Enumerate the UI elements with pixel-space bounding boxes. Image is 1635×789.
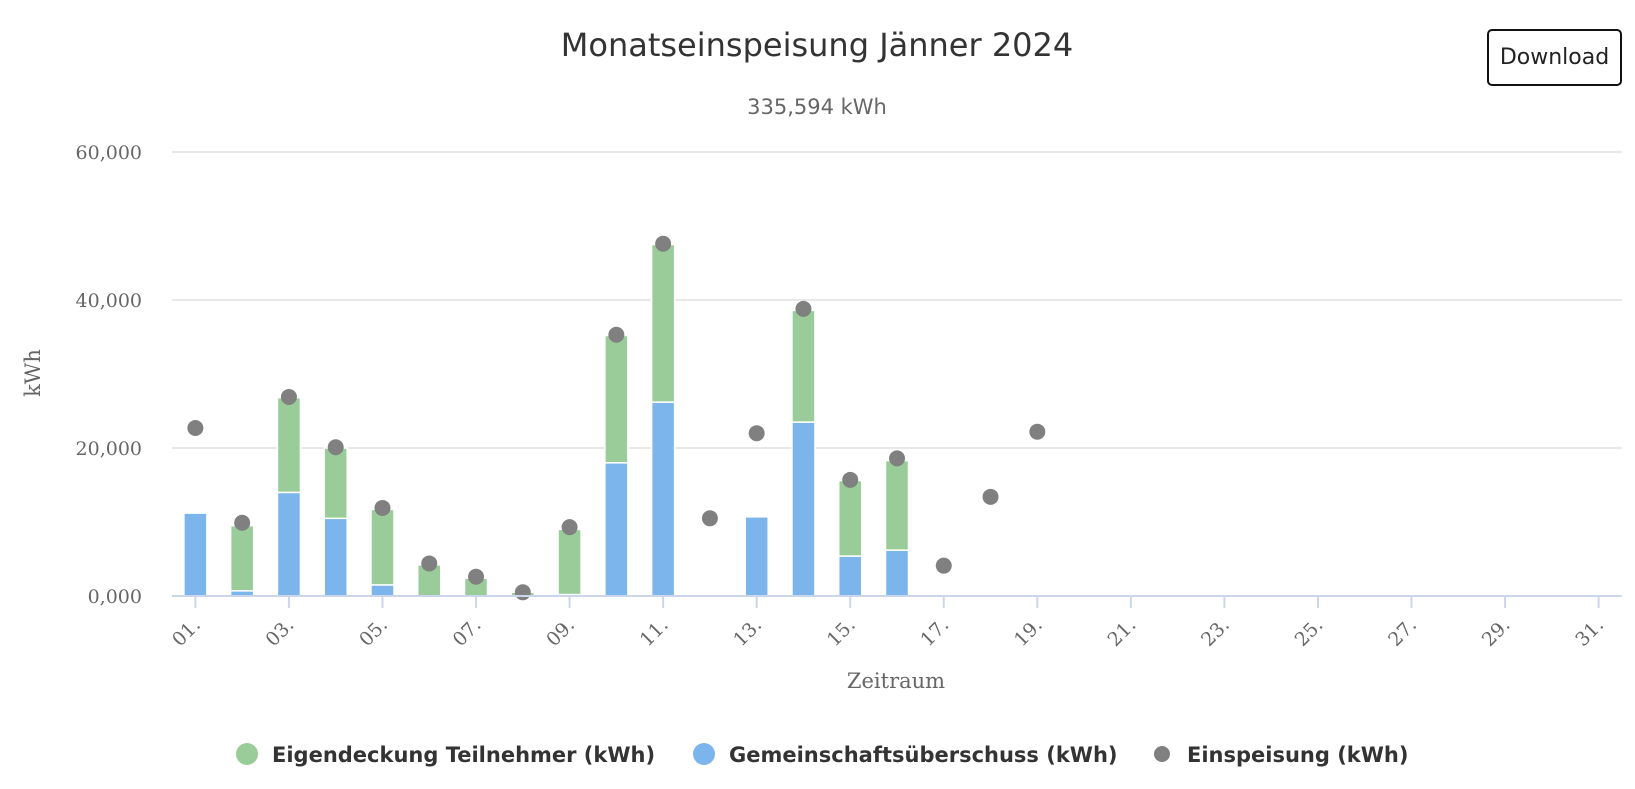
chart-subtitle: 335,594 kWh xyxy=(747,95,887,119)
bar-eigendeckung xyxy=(791,309,816,423)
point-einspeisung xyxy=(1029,423,1046,440)
point-einspeisung xyxy=(748,425,765,442)
x-tick-label: 11. xyxy=(636,614,673,651)
x-tick-label: 29. xyxy=(1478,614,1515,651)
bar-eigendeckung xyxy=(837,479,863,557)
bar-gemeinschaft xyxy=(604,462,629,597)
bar-eigendeckung xyxy=(557,528,582,596)
point-einspeisung xyxy=(889,450,905,467)
bar-gemeinschaft xyxy=(884,549,910,597)
y-tick-label: 40,000 xyxy=(76,290,142,312)
point-einspeisung xyxy=(982,488,999,505)
bar-eigendeckung xyxy=(370,508,395,586)
x-axis: 01. 03. 05. 07. 09. 11. 13. 15. 17. 19. 21. 23. 25. 2… xyxy=(168,595,1622,651)
bar-gemeinschaft xyxy=(276,491,302,597)
point-einspeisung xyxy=(561,519,578,536)
legend-label: Eigendeckung Teilnehmer (kWh) xyxy=(272,743,655,767)
x-tick-label: 09. xyxy=(542,614,579,651)
x-tick-label: 25. xyxy=(1291,614,1328,651)
legend: Eigendeckung Teilnehmer (kWh) Gemeinschaf… xyxy=(236,743,1408,767)
bar-eigendeckung xyxy=(884,459,910,551)
points xyxy=(187,235,1046,601)
bar-gemeinschaft xyxy=(791,421,816,597)
point-einspeisung xyxy=(935,557,952,574)
point-einspeisung xyxy=(468,568,485,585)
point-einspeisung xyxy=(374,499,391,516)
y-tick-label: 60,000 xyxy=(76,142,142,164)
point-einspeisung xyxy=(514,584,531,601)
bar-eigendeckung xyxy=(276,396,302,494)
y-tick-label: 20,000 xyxy=(76,438,142,460)
bar-gemeinschaft xyxy=(650,401,676,597)
bars xyxy=(183,243,910,597)
legend-label: Einspeisung (kWh) xyxy=(1187,743,1408,767)
bar-eigendeckung xyxy=(650,243,676,403)
point-einspeisung xyxy=(234,514,251,531)
point-einspeisung xyxy=(608,326,625,343)
point-einspeisung xyxy=(795,300,812,317)
point-einspeisung xyxy=(421,555,438,572)
legend-item[interactable]: Eigendeckung Teilnehmer (kWh) xyxy=(236,743,655,767)
bar-eigendeckung xyxy=(323,447,348,520)
legend-item[interactable]: Gemeinschaftsüberschuss (kWh) xyxy=(693,743,1118,767)
point-einspeisung xyxy=(280,388,297,405)
bar-gemeinschaft xyxy=(323,517,348,597)
x-tick-label: 31. xyxy=(1571,614,1608,651)
y-axis-ticks: 0,000 20,000 40,000 60,000 xyxy=(76,142,142,608)
y-tick-label: 0,000 xyxy=(88,586,142,608)
x-tick-label: 17. xyxy=(916,614,953,651)
bar-gemeinschaft xyxy=(837,555,863,597)
point-einspeisung xyxy=(327,439,344,456)
x-tick-label: 07. xyxy=(449,614,486,651)
y-axis-title: kWh xyxy=(21,349,45,397)
legend-marker xyxy=(1154,746,1170,762)
bar-eigendeckung xyxy=(604,334,629,464)
point-einspeisung xyxy=(655,235,672,252)
legend-item[interactable]: Einspeisung (kWh) xyxy=(1154,743,1408,767)
x-tick-label: 13. xyxy=(729,614,766,651)
point-einspeisung xyxy=(842,471,859,488)
x-tick-label: 01. xyxy=(168,614,205,651)
bar-gemeinschaft xyxy=(744,516,769,597)
download-button[interactable]: Download xyxy=(1487,29,1622,86)
x-tick-label: 05. xyxy=(355,614,392,651)
bar-gemeinschaft xyxy=(370,584,395,597)
x-tick-label: 23. xyxy=(1197,614,1234,651)
point-einspeisung xyxy=(187,420,204,437)
bar-eigendeckung xyxy=(229,524,255,592)
x-tick-label: 15. xyxy=(823,614,860,651)
grid-lines xyxy=(172,151,1622,449)
bar-gemeinschaft xyxy=(183,512,208,597)
point-einspeisung xyxy=(701,510,718,527)
x-tick-label: 27. xyxy=(1384,614,1421,651)
legend-label: Gemeinschaftsüberschuss (kWh) xyxy=(729,743,1118,767)
x-tick-label: 21. xyxy=(1103,614,1140,651)
legend-marker xyxy=(236,743,258,765)
x-tick-label: 19. xyxy=(1010,614,1047,651)
chart-title: Monatseinspeisung Jänner 2024 xyxy=(561,26,1074,64)
legend-marker xyxy=(693,743,715,765)
x-tick-label: 03. xyxy=(262,614,299,651)
x-axis-title: Zeitraum xyxy=(847,669,945,693)
